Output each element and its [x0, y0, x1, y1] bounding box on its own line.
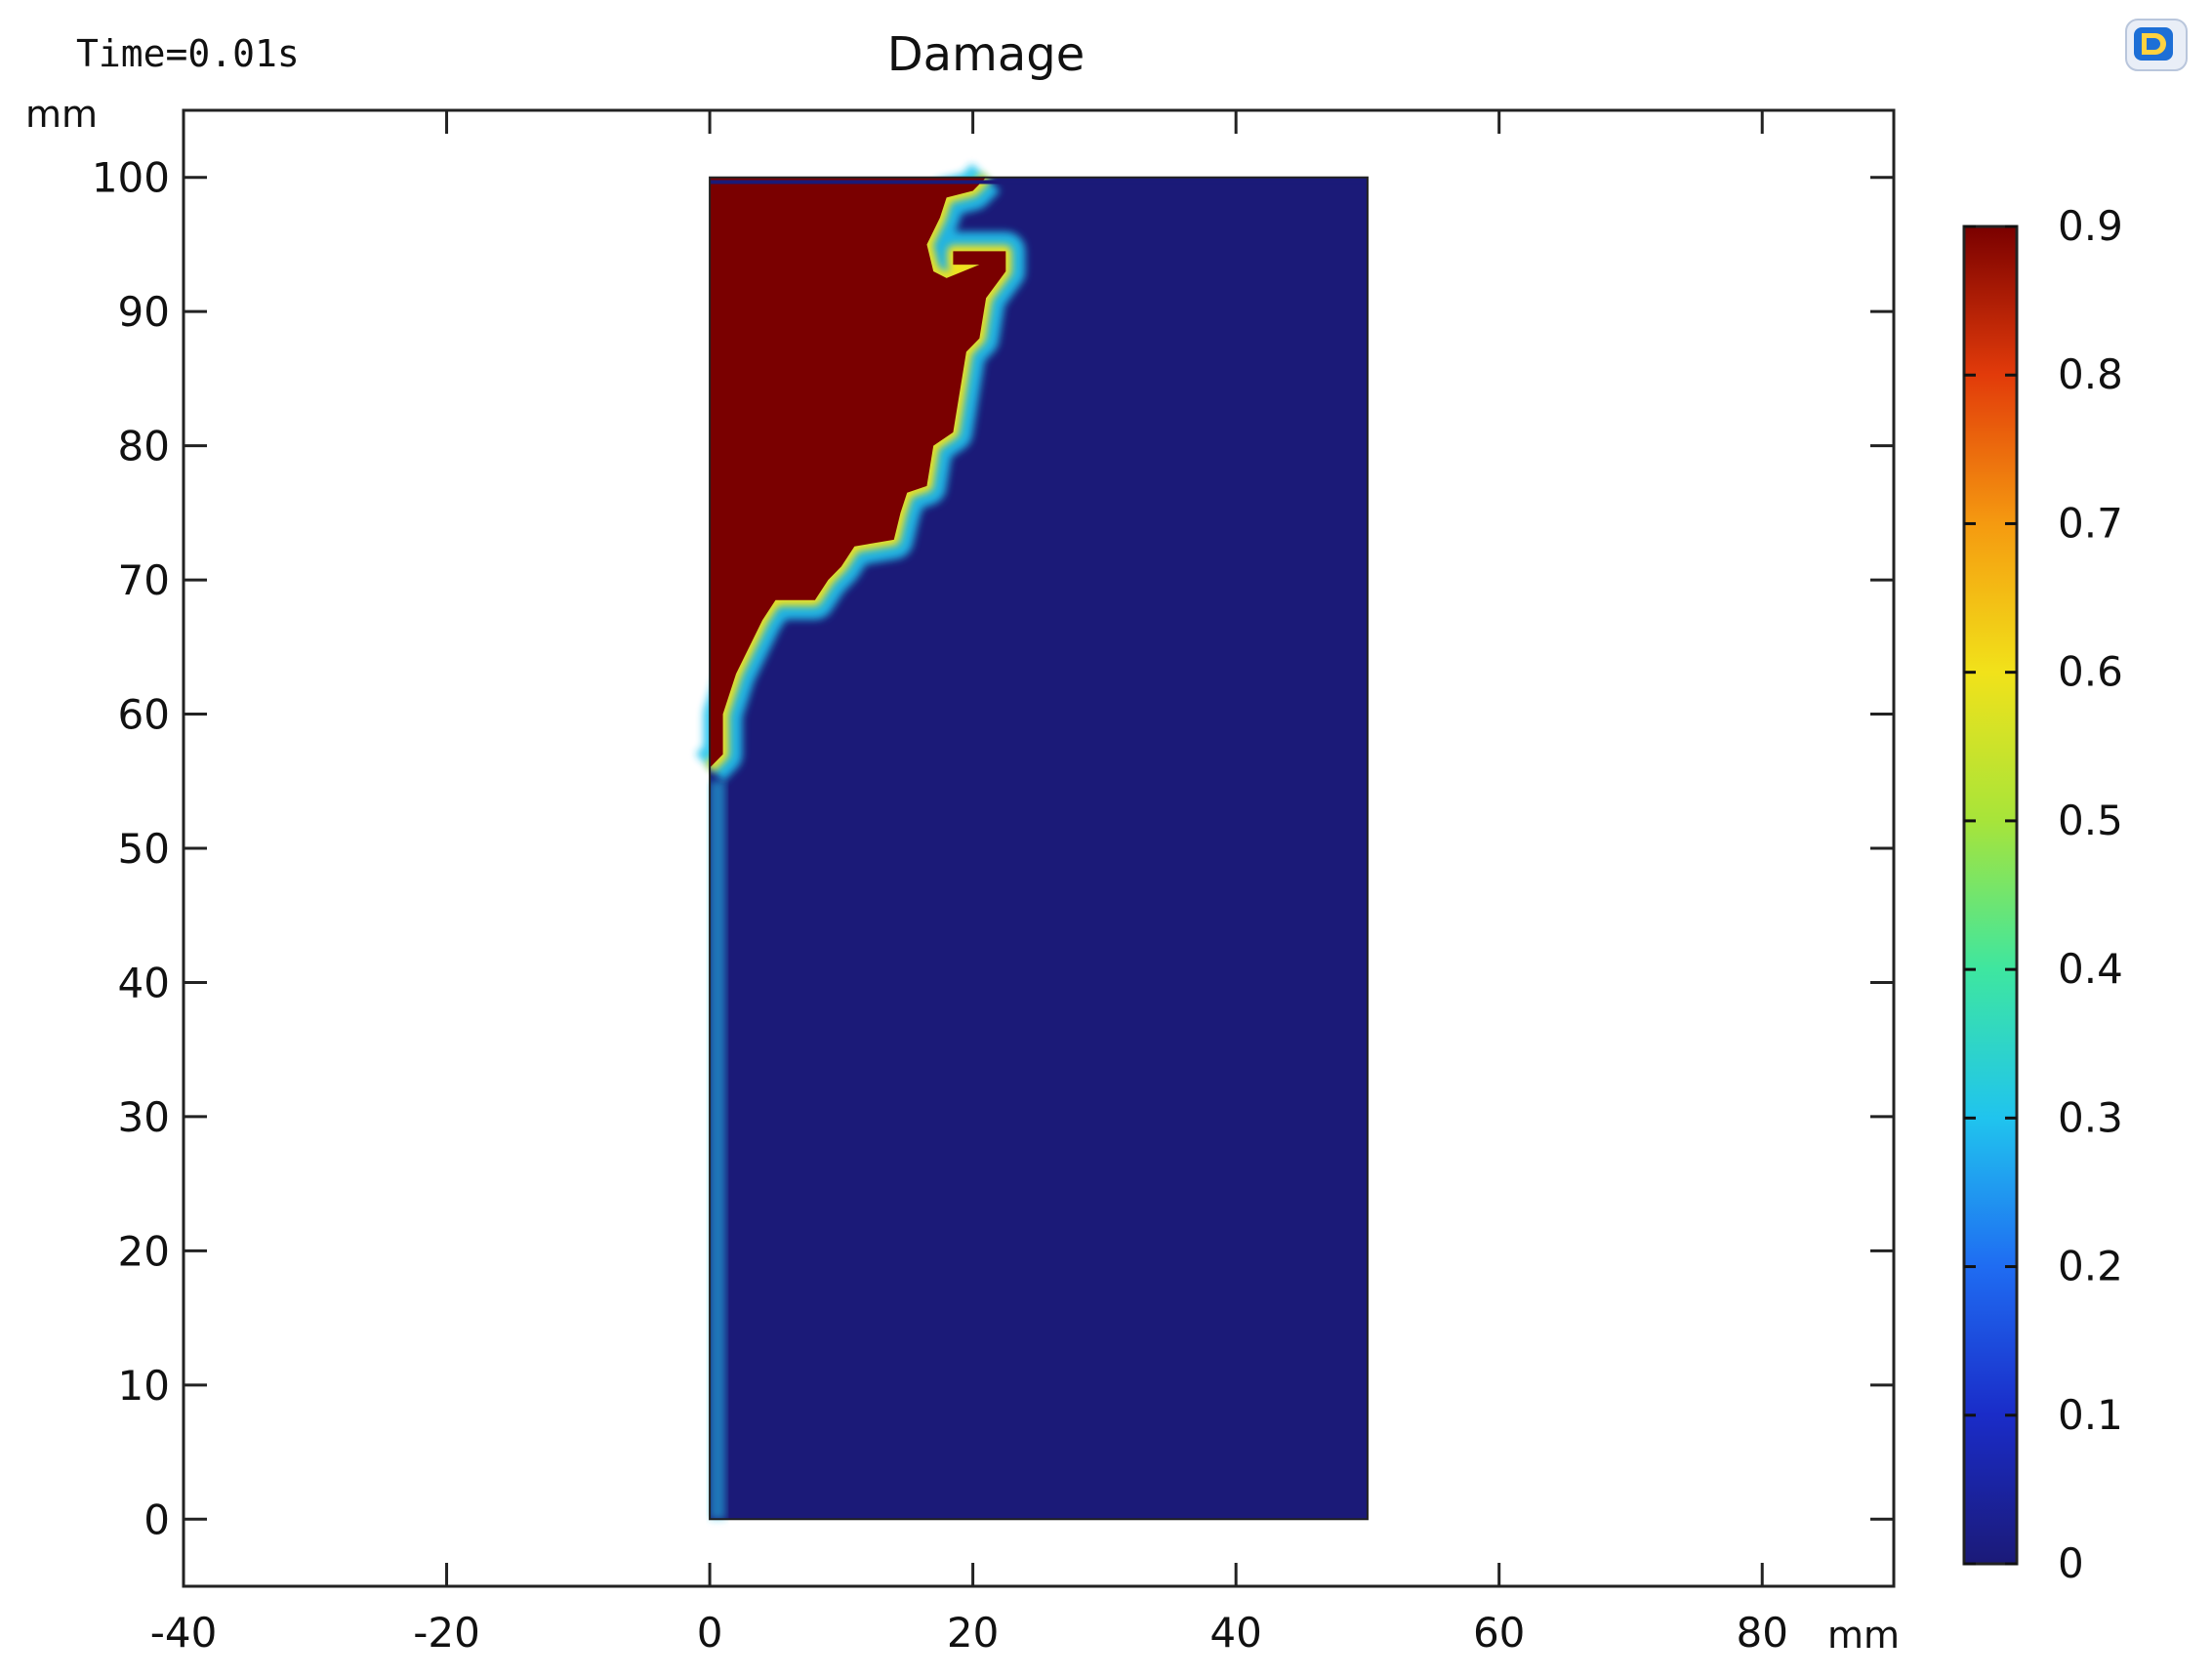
x-tick-label: -20 [413, 1609, 480, 1657]
colorbar-tick-label: 0.7 [2058, 499, 2123, 547]
colorbar-tick-label: 0.6 [2058, 648, 2123, 696]
colorbar-tick-label: 0.9 [2058, 202, 2123, 250]
damaged-region [710, 177, 1006, 768]
y-tick-label: 0 [143, 1495, 170, 1543]
x-axis-ticks: -40 -20 0 20 40 60 80 [150, 110, 1788, 1657]
x-tick-label: 0 [697, 1609, 723, 1657]
y-tick-label: 10 [118, 1362, 170, 1410]
colorbar-tick-label: 0 [2058, 1539, 2084, 1587]
x-tick-label: 80 [1737, 1609, 1788, 1657]
y-tick-label: 100 [92, 154, 170, 202]
y-tick-label: 70 [118, 556, 170, 604]
y-tick-label: 80 [118, 423, 170, 471]
y-tick-label: 50 [118, 825, 170, 873]
domain-outline [709, 176, 1369, 1521]
y-tick-label: 20 [118, 1227, 170, 1275]
colorbar-tick-label: 0.1 [2058, 1391, 2123, 1439]
y-tick-label: 40 [118, 959, 170, 1006]
colorbar-tick-label: 0.3 [2058, 1093, 2123, 1141]
x-tick-label: -40 [150, 1609, 218, 1657]
x-tick-label: 60 [1473, 1609, 1525, 1657]
y-axis-ticks: 0 10 20 30 40 50 60 70 80 90 100 [92, 154, 1894, 1543]
comsol-logo-icon[interactable] [2120, 14, 2192, 78]
left-edge-damage-strip [710, 781, 726, 1520]
colorbar-ticks: 0 0.1 0.2 0.3 0.4 0.5 0.6 0.7 0.8 0.9 [1964, 202, 2123, 1587]
colorbar-tick-label: 0.8 [2058, 350, 2123, 398]
x-tick-label: 40 [1209, 1609, 1261, 1657]
y-tick-label: 30 [118, 1093, 170, 1141]
x-tick-label: 20 [947, 1609, 999, 1657]
colorbar [1962, 225, 2019, 1566]
colorbar-tick-label: 0.4 [2058, 945, 2123, 993]
damage-field [695, 163, 1369, 1521]
colorbar-tick-label: 0.5 [2058, 797, 2123, 844]
chart-title: Damage [887, 27, 1086, 82]
y-axis-unit: mm [25, 93, 98, 136]
x-axis-unit: mm [1827, 1614, 1900, 1657]
y-tick-label: 60 [118, 691, 170, 739]
y-tick-label: 90 [118, 288, 170, 336]
colorbar-tick-label: 0.2 [2058, 1243, 2123, 1290]
time-label: Time=0.01s [76, 32, 300, 75]
